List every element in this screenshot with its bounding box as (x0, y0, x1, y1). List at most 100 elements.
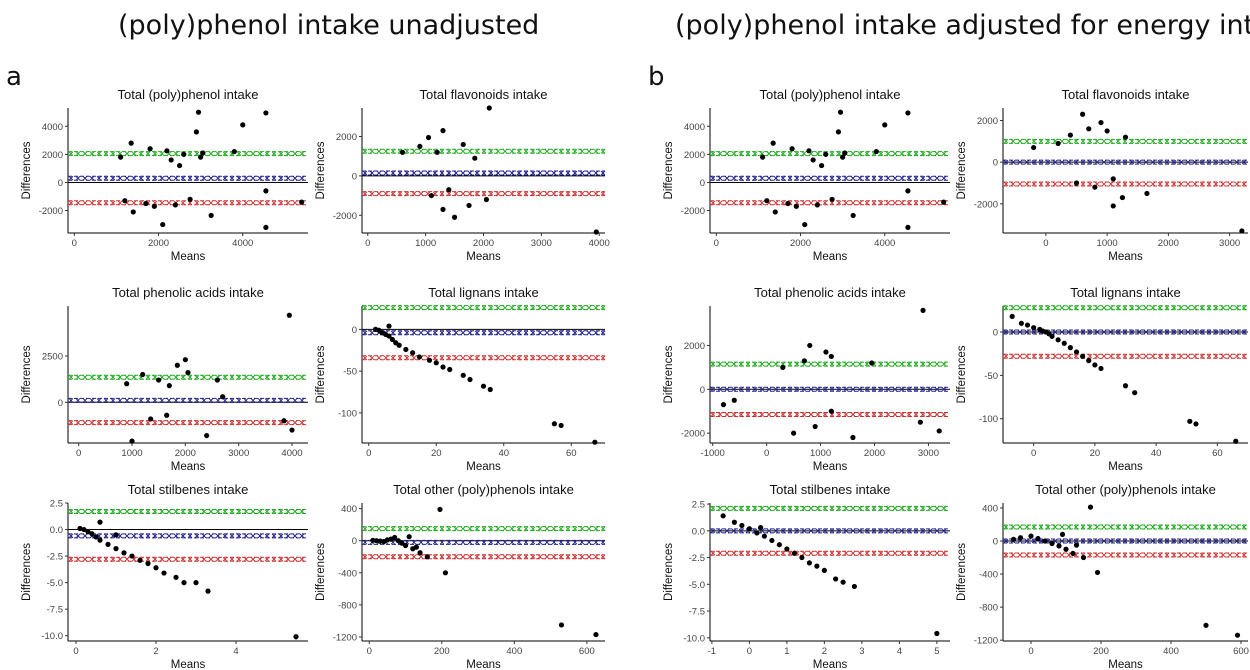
mean-bias-line-cross (558, 170, 564, 176)
mean-bias-line-cross (1066, 329, 1072, 335)
mean-bias-line-cross (292, 533, 298, 539)
mean-bias-line-cross (773, 386, 779, 392)
mean-bias-line-cross (1059, 329, 1065, 335)
lower-limit-line-cross (600, 554, 606, 560)
lower-limit-line-cross (843, 412, 849, 417)
lower-limit-line-cross (166, 200, 172, 206)
data-point (406, 534, 412, 540)
lower-limit-line-cross (1024, 181, 1030, 187)
x-tick-label: 0 (366, 448, 371, 459)
upper-limit-line-cross (89, 374, 95, 380)
mean-bias-line-cross (593, 330, 599, 336)
data-point (1092, 184, 1098, 190)
lower-limit-line-cross (1059, 552, 1065, 558)
mean-bias-line-cross (864, 386, 870, 392)
mean-bias-line-cross (145, 398, 151, 403)
mean-bias-line-cross (201, 533, 207, 539)
mean-bias-line-cross (82, 398, 88, 403)
lower-limit-line-cross (397, 355, 403, 361)
x-tick-label: 4 (233, 646, 238, 657)
lower-limit-line-cross (551, 554, 557, 560)
lower-limit-line-cross (1003, 552, 1009, 558)
upper-limit-line-cross (411, 526, 417, 532)
mean-bias-line-cross (82, 175, 88, 181)
upper-limit-line-cross (885, 151, 891, 156)
lower-limit-line-cross (250, 200, 256, 206)
lower-limit-line-cross (411, 554, 417, 560)
data-point (814, 563, 820, 569)
lower-limit-line-cross (257, 420, 263, 425)
upper-limit-line-cross (369, 305, 375, 311)
data-point (440, 128, 446, 134)
mean-bias-line-cross (822, 175, 828, 181)
mean-bias-line-cross (299, 533, 305, 539)
lower-limit-line-cross (1080, 181, 1086, 187)
chart-title: Total flavonoids intake (1062, 87, 1190, 102)
lower-limit-line-cross (843, 200, 849, 206)
lower-limit-line-cross (745, 550, 751, 556)
upper-limit-line-cross (271, 374, 277, 380)
lower-limit-line-cross (593, 355, 599, 361)
y-tick-label: -2000 (333, 211, 357, 222)
mean-bias-line-cross (1080, 538, 1086, 544)
lower-limit-line-cross (586, 554, 592, 560)
lower-limit-line-cross (544, 355, 550, 361)
upper-limit-line-cross (1185, 305, 1191, 311)
lower-limit-line-cross (565, 191, 571, 196)
mean-bias-line-cross (815, 386, 821, 392)
upper-limit-line-cross (1157, 138, 1163, 144)
y-tick-label: 0 (993, 328, 998, 339)
lower-limit-line-cross (271, 420, 277, 425)
lower-limit-line-cross (1164, 552, 1170, 558)
mean-bias-line-cross (724, 528, 730, 534)
mean-bias-line-cross (1108, 159, 1114, 165)
lower-limit-line-cross (878, 200, 884, 206)
data-point (776, 542, 782, 548)
lower-limit-line-cross (738, 550, 744, 556)
lower-limit-line-cross (96, 420, 102, 425)
upper-limit-line-cross (1108, 305, 1114, 311)
lower-limit-line-cross (836, 550, 842, 556)
mean-bias-line-cross (913, 175, 919, 181)
mean-bias-line-cross (488, 170, 494, 176)
mean-bias-line-cross (131, 175, 137, 181)
lower-limit-line-cross (516, 554, 522, 560)
data-point (1042, 538, 1048, 544)
lower-limit-line-cross (1087, 552, 1093, 558)
mean-bias-line-cross (843, 528, 849, 534)
data-point (417, 143, 423, 149)
upper-limit-line-cross (1150, 138, 1156, 144)
y-tick-label: 2000 (684, 150, 705, 161)
mean-bias-line-cross (544, 539, 550, 545)
upper-limit-line-cross (1192, 524, 1198, 530)
lower-limit-line-cross (145, 420, 151, 425)
mean-bias-line-cross (495, 170, 501, 176)
lower-limit-line-cross (110, 200, 116, 206)
upper-limit-line-cross (460, 305, 466, 311)
lower-limit-line-cross (1129, 181, 1135, 187)
lower-limit-line-cross (1234, 181, 1240, 187)
upper-limit-line-cross (1087, 305, 1093, 311)
upper-limit-line-cross (488, 526, 494, 532)
mean-bias-line-cross (1003, 538, 1009, 544)
upper-limit-line-cross (1213, 524, 1219, 530)
lower-limit-line-cross (68, 556, 74, 562)
upper-limit-line-cross (1024, 138, 1030, 144)
mean-bias-line-cross (724, 175, 730, 181)
mean-bias-line-cross (117, 533, 123, 539)
upper-limit-line-cross (892, 361, 898, 367)
mean-bias-line-cross (145, 175, 151, 181)
x-tick-label: 5 (934, 646, 939, 657)
upper-limit-line-cross (885, 361, 891, 367)
mean-bias-line-cross (474, 170, 480, 176)
data-point (1073, 180, 1080, 186)
mean-bias-line-cross (173, 398, 179, 403)
lower-limit-line-cross (166, 420, 172, 425)
lower-limit-line-cross (439, 191, 445, 196)
y-tick-label: -400 (338, 568, 357, 579)
lower-limit-line-cross (166, 556, 172, 562)
mean-bias-line-cross (124, 175, 130, 181)
lower-limit-line-cross (453, 191, 459, 196)
mean-bias-line-cross (474, 330, 480, 336)
upper-limit-line-cross (1241, 305, 1247, 311)
